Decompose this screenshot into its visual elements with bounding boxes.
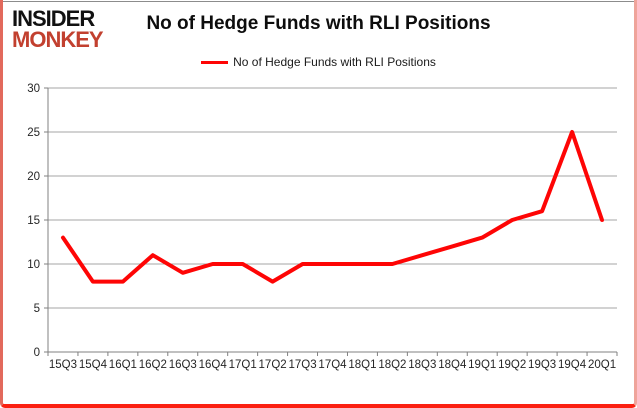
data-line-series	[61, 130, 604, 284]
y-axis-label: 15	[27, 215, 40, 227]
legend-label: No of Hedge Funds with RLI Positions	[233, 55, 436, 69]
x-axis-label: 17Q4	[318, 359, 347, 371]
x-axis-label: 18Q2	[378, 359, 406, 371]
x-axis-label: 15Q3	[49, 359, 77, 371]
y-axis-label: 10	[27, 259, 40, 271]
x-axis-label: 19Q4	[558, 359, 587, 371]
insider-monkey-logo: INSIDER MONKEY	[12, 6, 104, 53]
x-axis-label: 17Q3	[288, 359, 316, 371]
y-axis-label: 0	[34, 347, 40, 359]
x-axis-label: 19Q3	[528, 359, 556, 371]
x-axis-label: 16Q4	[199, 359, 228, 371]
chart-legend: No of Hedge Funds with RLI Positions	[0, 55, 637, 69]
chart-title: No of Hedge Funds with RLI Positions	[146, 13, 491, 34]
y-axis-label: 5	[34, 303, 40, 315]
x-axis-label: 20Q1	[588, 359, 616, 371]
y-axis-label: 30	[27, 83, 40, 95]
x-axis-label: 17Q2	[259, 359, 287, 371]
x-axis-label: 19Q2	[498, 359, 526, 371]
x-axis-label: 15Q4	[79, 359, 108, 371]
x-axis-label: 16Q2	[139, 359, 167, 371]
y-axis-label: 25	[27, 127, 40, 139]
x-axis-label: 17Q1	[229, 359, 257, 371]
x-axis-label: 16Q1	[109, 359, 137, 371]
x-axis-label: 18Q1	[348, 359, 376, 371]
x-axis-label: 18Q3	[408, 359, 436, 371]
x-axis-label: 18Q4	[438, 359, 467, 371]
y-axis-label: 20	[27, 171, 40, 183]
x-axis-label: 16Q3	[169, 359, 197, 371]
logo-line-insider: INSIDER	[12, 6, 95, 31]
x-axis-label: 19Q1	[468, 359, 496, 371]
logo-line-monkey: MONKEY	[12, 27, 104, 53]
legend-line-swatch	[201, 60, 229, 64]
